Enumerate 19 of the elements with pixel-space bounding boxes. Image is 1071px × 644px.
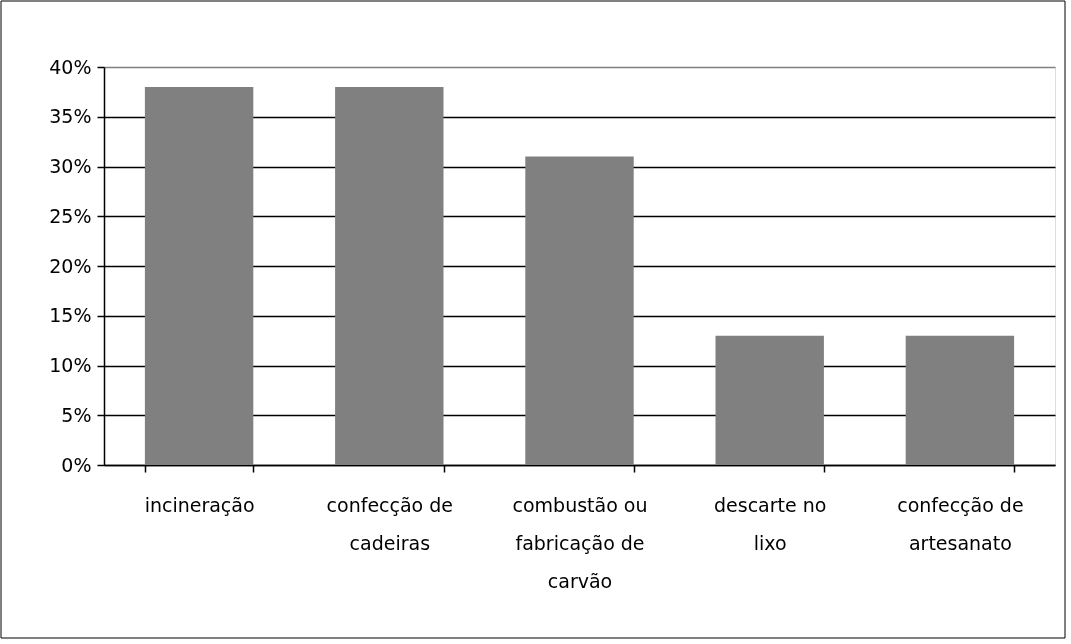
bar (715, 335, 824, 465)
y-tick-label: 15% (49, 304, 92, 327)
x-tick-label: confecção de cadeiras (326, 493, 454, 554)
y-tick-label: 10% (49, 354, 92, 376)
bar (144, 86, 254, 465)
y-tick-label: 0% (61, 453, 92, 476)
y-tick-label: 30% (49, 155, 92, 177)
y-tick-label: 35% (49, 105, 92, 128)
bar (525, 156, 634, 465)
x-tick-label: incineração (144, 493, 255, 516)
y-tick-label: 5% (61, 403, 92, 426)
bar (905, 335, 1015, 465)
y-tick-label: 25% (49, 204, 92, 227)
x-tick-label: combustão ou fabricação de carvão (512, 493, 648, 592)
x-tick-label: confecção de artesanato (897, 493, 1024, 554)
y-tick-label: 40% (49, 55, 92, 78)
y-tick-label: 20% (49, 254, 92, 277)
x-tick-label: descarte no lixo (714, 493, 827, 554)
bar (335, 86, 444, 465)
